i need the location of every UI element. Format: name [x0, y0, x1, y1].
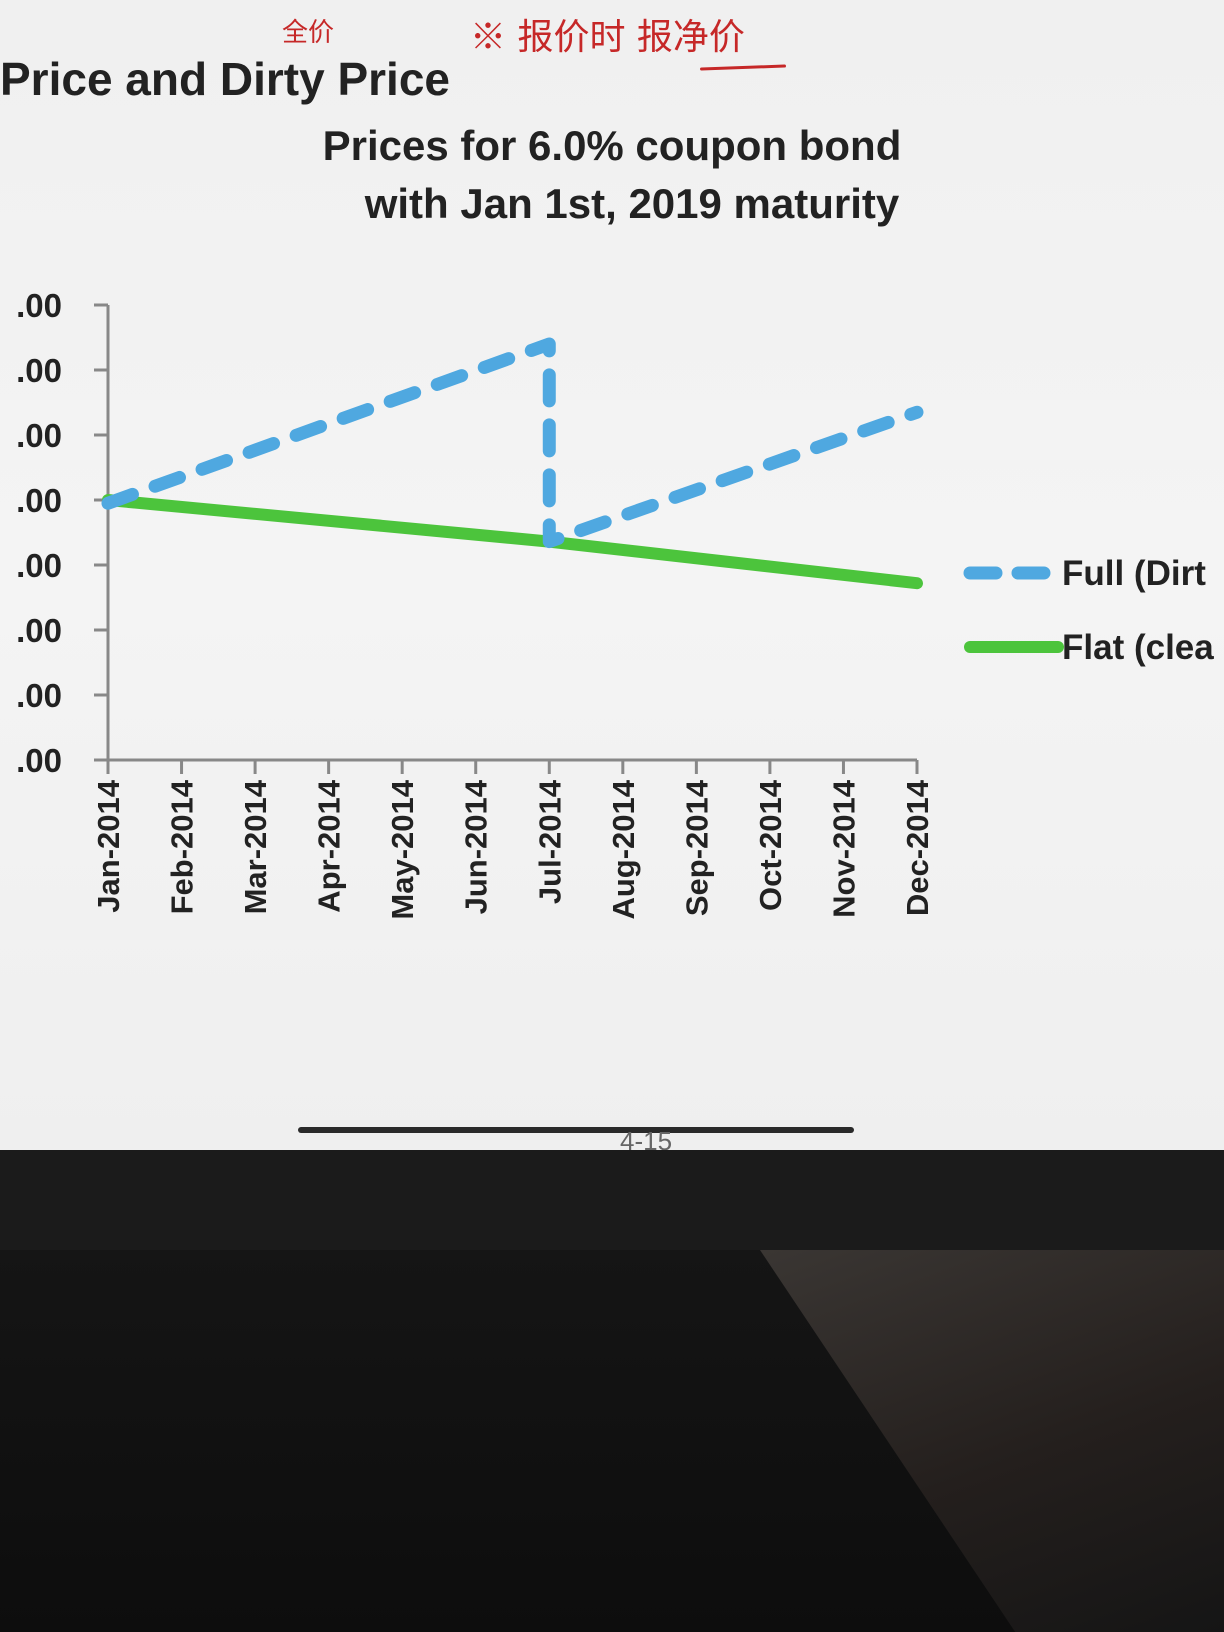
x-tick-label: Oct-2014: [753, 779, 788, 911]
handwritten-note-quote: ※ 报价时 报净价: [470, 17, 745, 58]
chart-axes: [94, 303, 919, 774]
y-tick-label: .00: [16, 677, 62, 714]
x-tick-label: Jan-2014: [91, 779, 126, 912]
price-chart: Prices for 6.0% coupon bond with Jan 1st…: [16, 122, 1214, 920]
x-tick-label: Apr-2014: [312, 779, 347, 912]
x-tick-label: Nov-2014: [826, 779, 861, 918]
legend-label-flat: Flat (clea: [1062, 628, 1214, 667]
x-tick-label: Jul-2014: [532, 779, 567, 904]
chart-legend: Full (Dirt Flat (clea: [963, 554, 1214, 667]
series-line-flat: [102, 494, 923, 590]
chart-title-line-1: Prices for 6.0% coupon bond: [323, 122, 902, 169]
slide-title: Price and Dirty Price: [0, 53, 450, 105]
y-tick-label: .00: [16, 547, 62, 584]
monitor-screen: Price and Dirty Price 全价 ※ 报价时 报净价 Price…: [0, 0, 1224, 1156]
x-tick-label: Aug-2014: [606, 779, 641, 919]
series-line-full: [101, 337, 924, 549]
x-tick-label: Dec-2014: [900, 779, 935, 916]
x-tick-label: May-2014: [385, 779, 420, 919]
y-tick-label: .00: [16, 417, 62, 454]
x-tick-labels: Jan-2014 Feb-2014 Mar-2014 Apr-2014 May-2014…: [91, 779, 935, 919]
y-tick-label: .00: [16, 612, 62, 649]
y-tick-label: .00: [16, 352, 62, 389]
y-tick-label: .00: [16, 742, 62, 779]
x-tick-label: Mar-2014: [238, 779, 273, 914]
chart-series: [101, 337, 924, 590]
x-tick-label: Feb-2014: [165, 779, 200, 914]
x-tick-label: Jun-2014: [459, 779, 494, 914]
monitor-bezel: [0, 1150, 1224, 1250]
y-tick-label: .00: [16, 287, 62, 324]
slide-scrollbar[interactable]: [298, 1127, 854, 1133]
chart-title-line-2: with Jan 1st, 2019 maturity: [364, 180, 900, 227]
handwritten-note-full-price: 全价: [282, 18, 335, 48]
legend-label-full: Full (Dirt: [1062, 554, 1206, 593]
x-tick-label: Sep-2014: [679, 779, 714, 916]
y-tick-label: .00: [16, 482, 62, 519]
y-tick-labels: .00 .00 .00 .00 .00 .00 .00 .00: [16, 287, 62, 779]
